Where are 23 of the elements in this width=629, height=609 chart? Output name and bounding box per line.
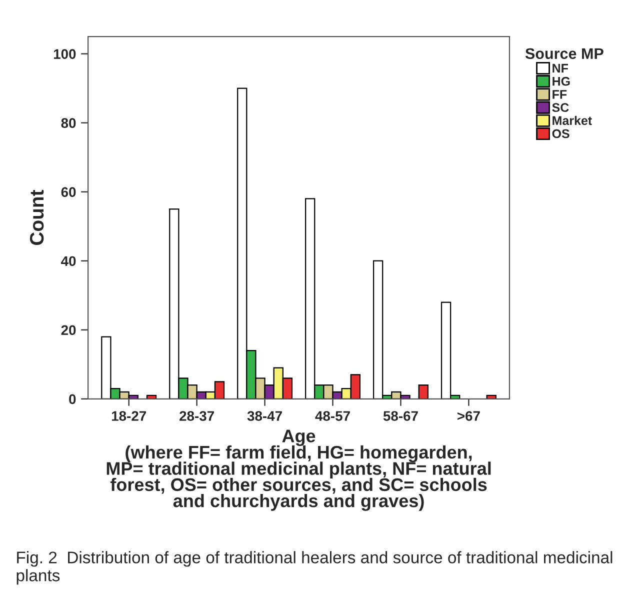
y-tick-label: 80 xyxy=(61,118,76,128)
x-tick-label: 58-67 xyxy=(383,411,418,421)
y-tick-label: 40 xyxy=(61,256,76,266)
legend-label: SC xyxy=(552,103,569,112)
x-tick-label: 18-27 xyxy=(112,411,146,421)
caption: Fig. 2 Distribution of age of traditional healers and source of traditional medicinal plants xyxy=(16,551,612,585)
x-tick-label: 48-57 xyxy=(315,411,350,421)
y-tick-label: 20 xyxy=(61,325,76,336)
legend-label: OS xyxy=(552,129,570,138)
y-axis-title: Count xyxy=(30,190,44,245)
legend-label: NF xyxy=(552,64,568,73)
y-tick-label: 100 xyxy=(54,49,76,59)
y-tick-label: 0 xyxy=(69,394,76,404)
x-axis-title: Age (where FF= farm field, HG= homegarden, MP= traditional medicinal plants, NF= natural forest, OS= other sources, and SC= schools and churchyards and graves) xyxy=(106,430,491,511)
legend-label: HG xyxy=(552,76,570,86)
y-tick-label: 60 xyxy=(61,187,76,198)
legend-label: FF xyxy=(552,90,567,99)
legend-title: Source MP xyxy=(525,48,604,60)
x-tick-label: >67 xyxy=(458,411,480,421)
bar xyxy=(418,384,428,399)
x-tick-label: 28-37 xyxy=(180,411,214,421)
x-tick-label: 38-47 xyxy=(247,411,282,421)
legend-label: Market xyxy=(552,116,592,126)
